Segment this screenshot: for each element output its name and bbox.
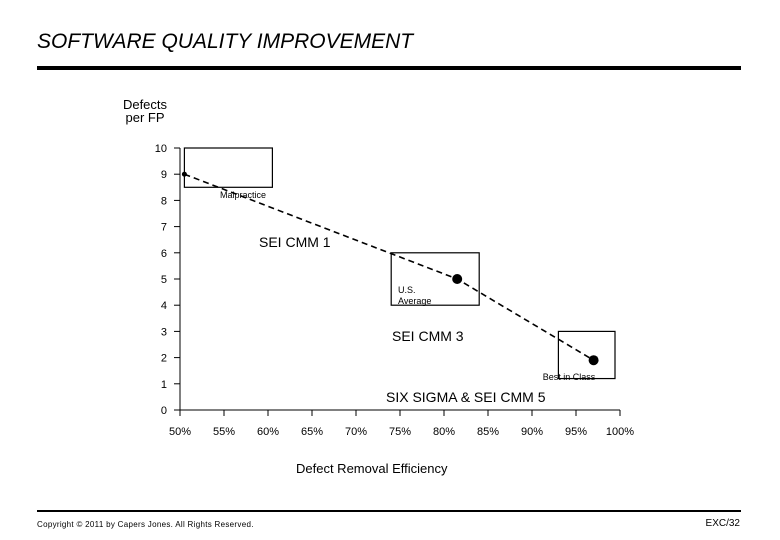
x-axis-label: Defect Removal Efficiency bbox=[296, 461, 448, 476]
y-tick-label: 10 bbox=[155, 143, 167, 155]
annotation-sei-cmm-3: SEI CMM 3 bbox=[392, 328, 464, 344]
y-axis-label-line-2: per FP bbox=[125, 110, 165, 125]
y-tick-label: 1 bbox=[161, 379, 167, 391]
y-tick-label: 3 bbox=[161, 326, 167, 338]
y-axis-label: Defects per FP bbox=[110, 98, 180, 124]
point-label-best-in-class: Best in Class bbox=[543, 372, 596, 382]
cmm-box-1 bbox=[183, 147, 273, 188]
copyright-notice: Copyright © 2011 by Capers Jones. All Ri… bbox=[37, 520, 254, 529]
data-point bbox=[452, 274, 463, 284]
cmm-box-2 bbox=[390, 252, 480, 306]
point-label-us-average: U.S. bbox=[398, 285, 416, 295]
annotation-six-sigma: SIX SIGMA & SEI CMM 5 bbox=[386, 389, 546, 405]
y-tick-label: 4 bbox=[161, 300, 167, 312]
page-title: SOFTWARE QUALITY IMPROVEMENT bbox=[37, 30, 414, 53]
data-point bbox=[181, 171, 187, 177]
title-rule bbox=[37, 66, 741, 70]
trend-line bbox=[184, 173, 595, 361]
x-tick-label: 100% bbox=[606, 426, 634, 438]
x-tick-label: 95% bbox=[565, 426, 587, 438]
cmm-box-3 bbox=[557, 330, 616, 380]
x-tick-label: 85% bbox=[477, 426, 499, 438]
y-tick-label: 2 bbox=[161, 353, 167, 365]
point-label-us-average: Average bbox=[398, 296, 431, 306]
x-tick-label: 65% bbox=[301, 426, 323, 438]
y-tick-label: 9 bbox=[161, 169, 167, 181]
page-number: EXC/32 bbox=[705, 518, 740, 529]
x-tick-label: 70% bbox=[345, 426, 367, 438]
x-tick-label: 55% bbox=[213, 426, 235, 438]
point-label-malpractice: Malpractice bbox=[220, 190, 266, 200]
x-tick-label: 75% bbox=[389, 426, 411, 438]
x-tick-label: 90% bbox=[521, 426, 543, 438]
y-tick-label: 8 bbox=[161, 195, 167, 207]
x-tick-label: 60% bbox=[257, 426, 279, 438]
y-axis-label-line-1: Defects bbox=[122, 97, 168, 112]
y-tick-label: 6 bbox=[161, 248, 167, 260]
y-tick-label: 5 bbox=[161, 274, 167, 286]
y-tick-label: 7 bbox=[161, 222, 167, 234]
y-tick-label: 0 bbox=[161, 405, 167, 417]
annotation-sei-cmm-1: SEI CMM 1 bbox=[259, 234, 331, 250]
x-tick-label: 80% bbox=[433, 426, 455, 438]
data-point bbox=[588, 355, 599, 366]
footer-rule bbox=[37, 510, 741, 512]
x-tick-label: 50% bbox=[169, 426, 191, 438]
